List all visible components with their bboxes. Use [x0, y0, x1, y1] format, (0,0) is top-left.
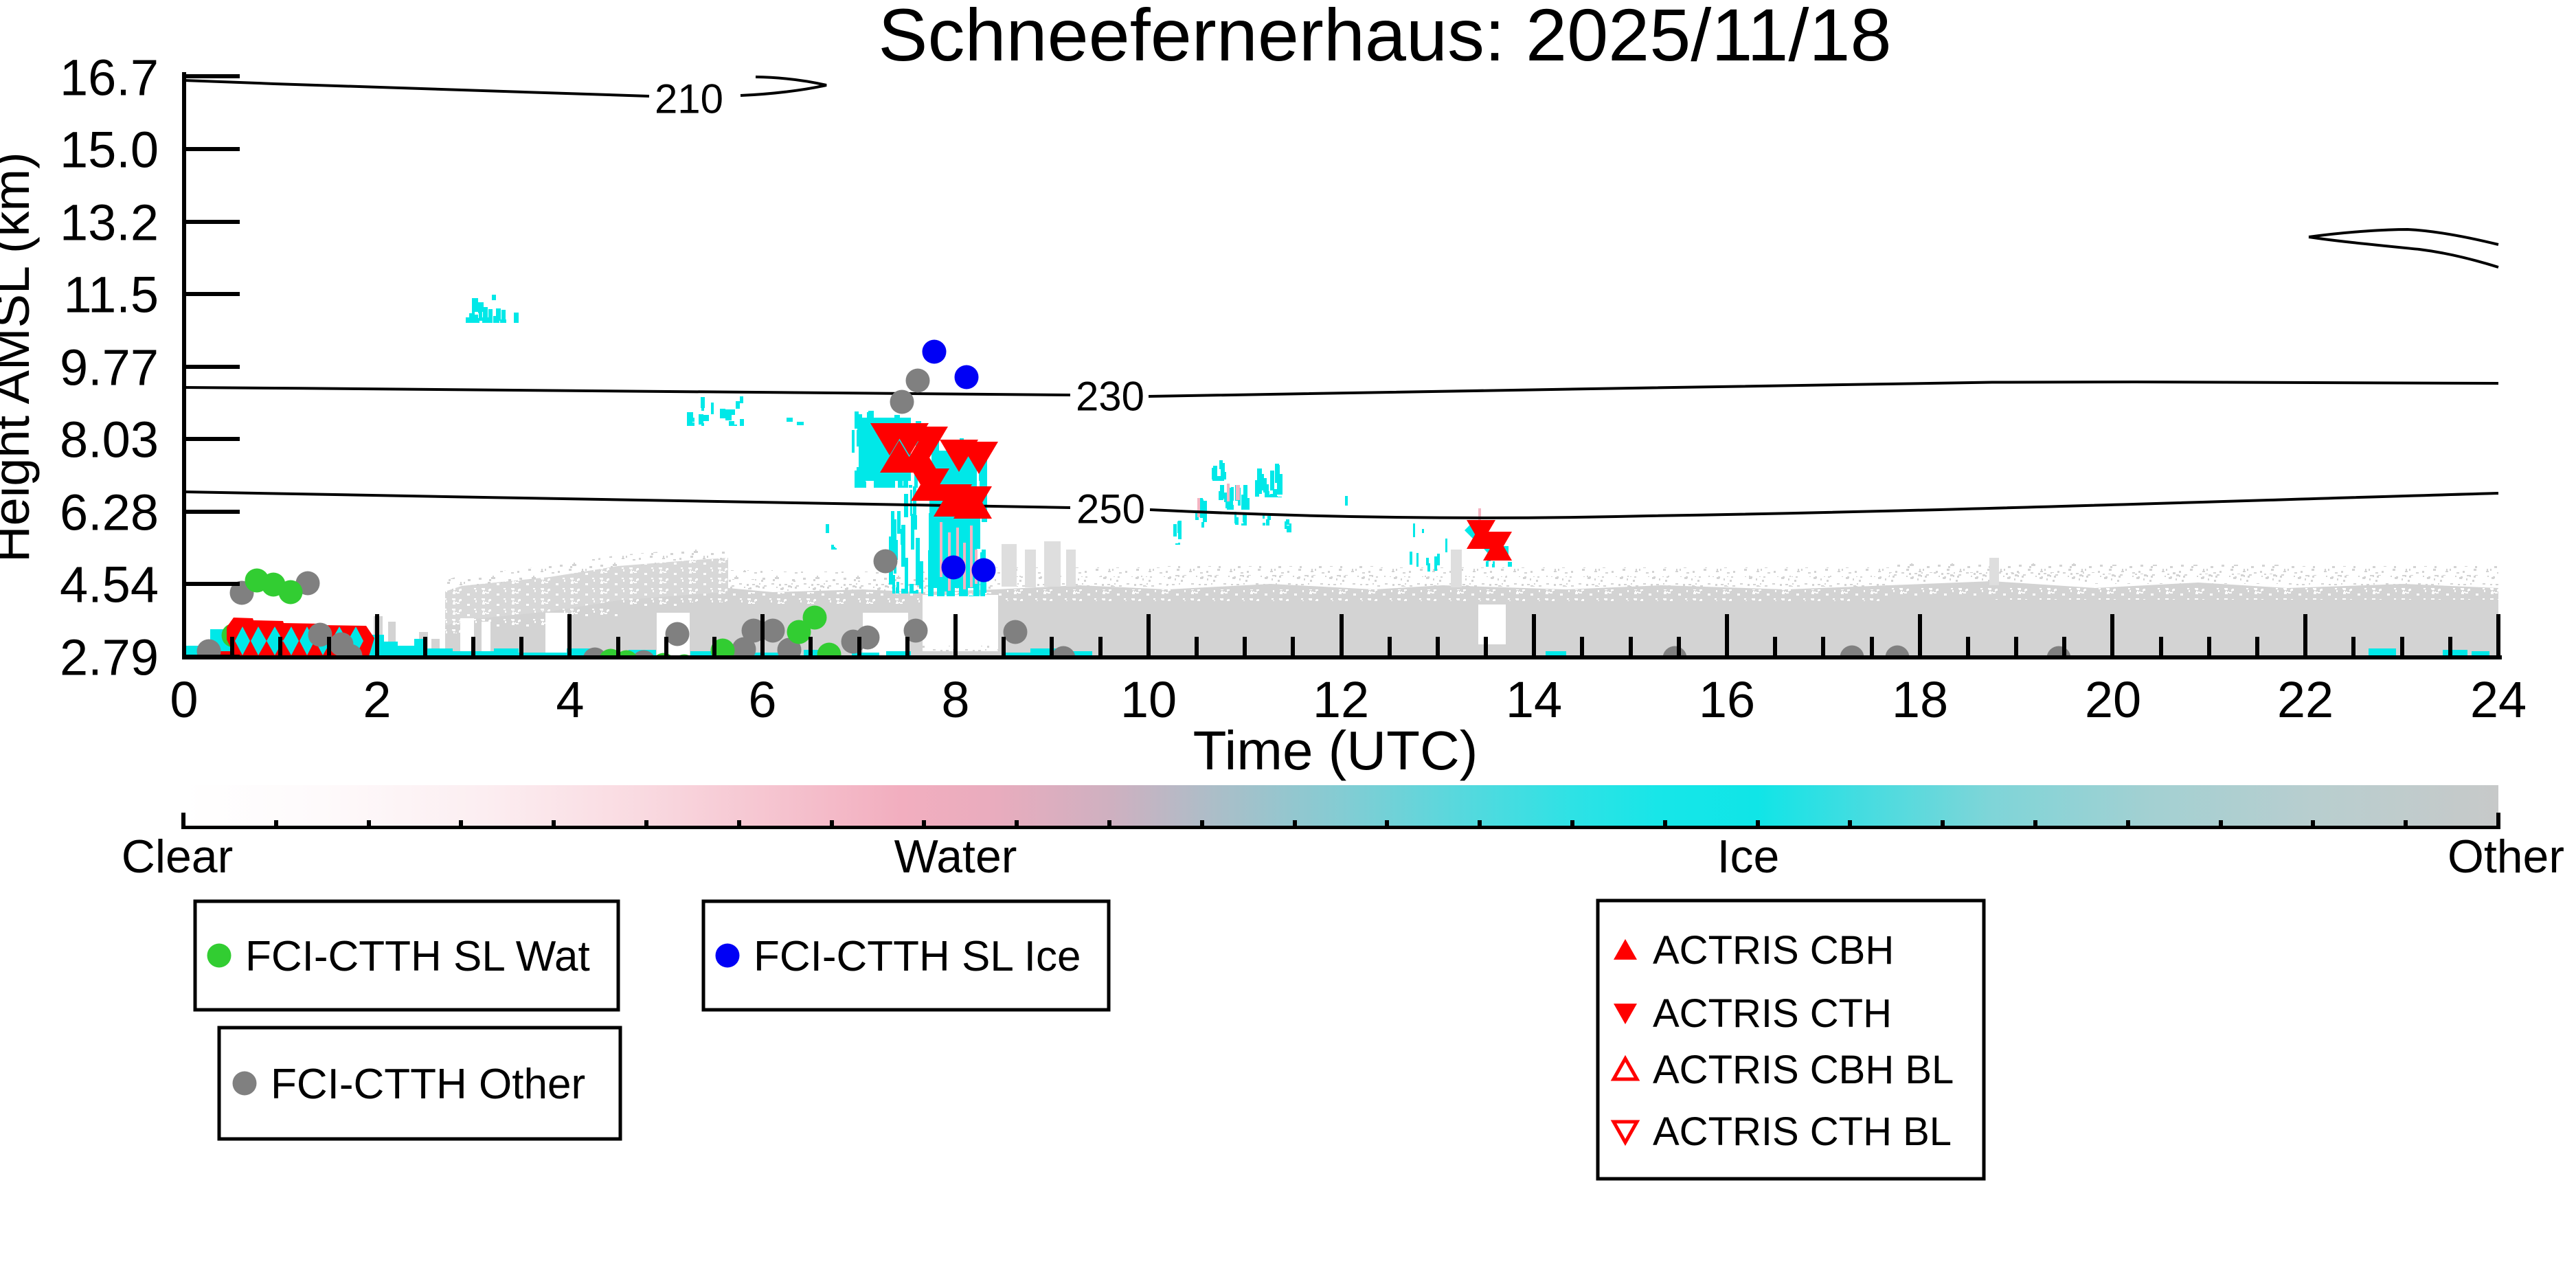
svg-text:ACTRIS CBH BL: ACTRIS CBH BL — [1653, 1048, 1954, 1092]
svg-text:24: 24 — [2470, 671, 2527, 728]
svg-text:22: 22 — [2277, 671, 2334, 728]
svg-text:16.7: 16.7 — [60, 49, 159, 106]
svg-text:2: 2 — [363, 671, 391, 728]
svg-text:FCI-CTTH SL Ice: FCI-CTTH SL Ice — [754, 933, 1081, 980]
svg-text:Clear: Clear — [122, 831, 234, 883]
svg-text:12: 12 — [1313, 671, 1369, 728]
svg-text:ACTRIS CBH: ACTRIS CBH — [1653, 928, 1894, 973]
svg-text:Water: Water — [894, 831, 1017, 883]
svg-text:8.03: 8.03 — [60, 411, 159, 468]
svg-text:6: 6 — [748, 671, 776, 728]
svg-text:15.0: 15.0 — [60, 122, 159, 179]
svg-text:14: 14 — [1506, 671, 1562, 728]
svg-text:10: 10 — [1120, 671, 1177, 728]
svg-text:Other: Other — [2448, 831, 2564, 883]
svg-text:0: 0 — [170, 671, 198, 728]
svg-text:13.2: 13.2 — [60, 194, 159, 251]
svg-text:230: 230 — [1076, 374, 1144, 420]
svg-text:11.5: 11.5 — [63, 267, 159, 324]
svg-text:FCI-CTTH Other: FCI-CTTH Other — [271, 1061, 585, 1108]
svg-text:6.28: 6.28 — [60, 484, 159, 541]
svg-text:210: 210 — [655, 76, 723, 122]
svg-text:18: 18 — [1892, 671, 1948, 728]
svg-text:ACTRIS CTH: ACTRIS CTH — [1653, 991, 1892, 1036]
svg-text:Ice: Ice — [1717, 831, 1780, 883]
svg-text:16: 16 — [1699, 671, 1755, 728]
svg-text:4: 4 — [556, 671, 584, 728]
svg-text:FCI-CTTH SL Wat: FCI-CTTH SL Wat — [245, 933, 590, 980]
svg-text:20: 20 — [2085, 671, 2141, 728]
svg-text:4.54: 4.54 — [60, 556, 159, 613]
svg-text:2.79: 2.79 — [60, 629, 159, 686]
svg-text:ACTRIS CTH BL: ACTRIS CTH BL — [1653, 1109, 1952, 1154]
svg-text:Time (UTC): Time (UTC) — [1193, 720, 1478, 781]
svg-text:250: 250 — [1076, 486, 1145, 532]
svg-text:Height AMSL (km): Height AMSL (km) — [0, 152, 40, 563]
svg-text:Schneefernerhaus: 2025/11/18: Schneefernerhaus: 2025/11/18 — [878, 0, 1891, 76]
svg-text:8: 8 — [941, 671, 969, 728]
svg-text:9.77: 9.77 — [60, 339, 159, 396]
